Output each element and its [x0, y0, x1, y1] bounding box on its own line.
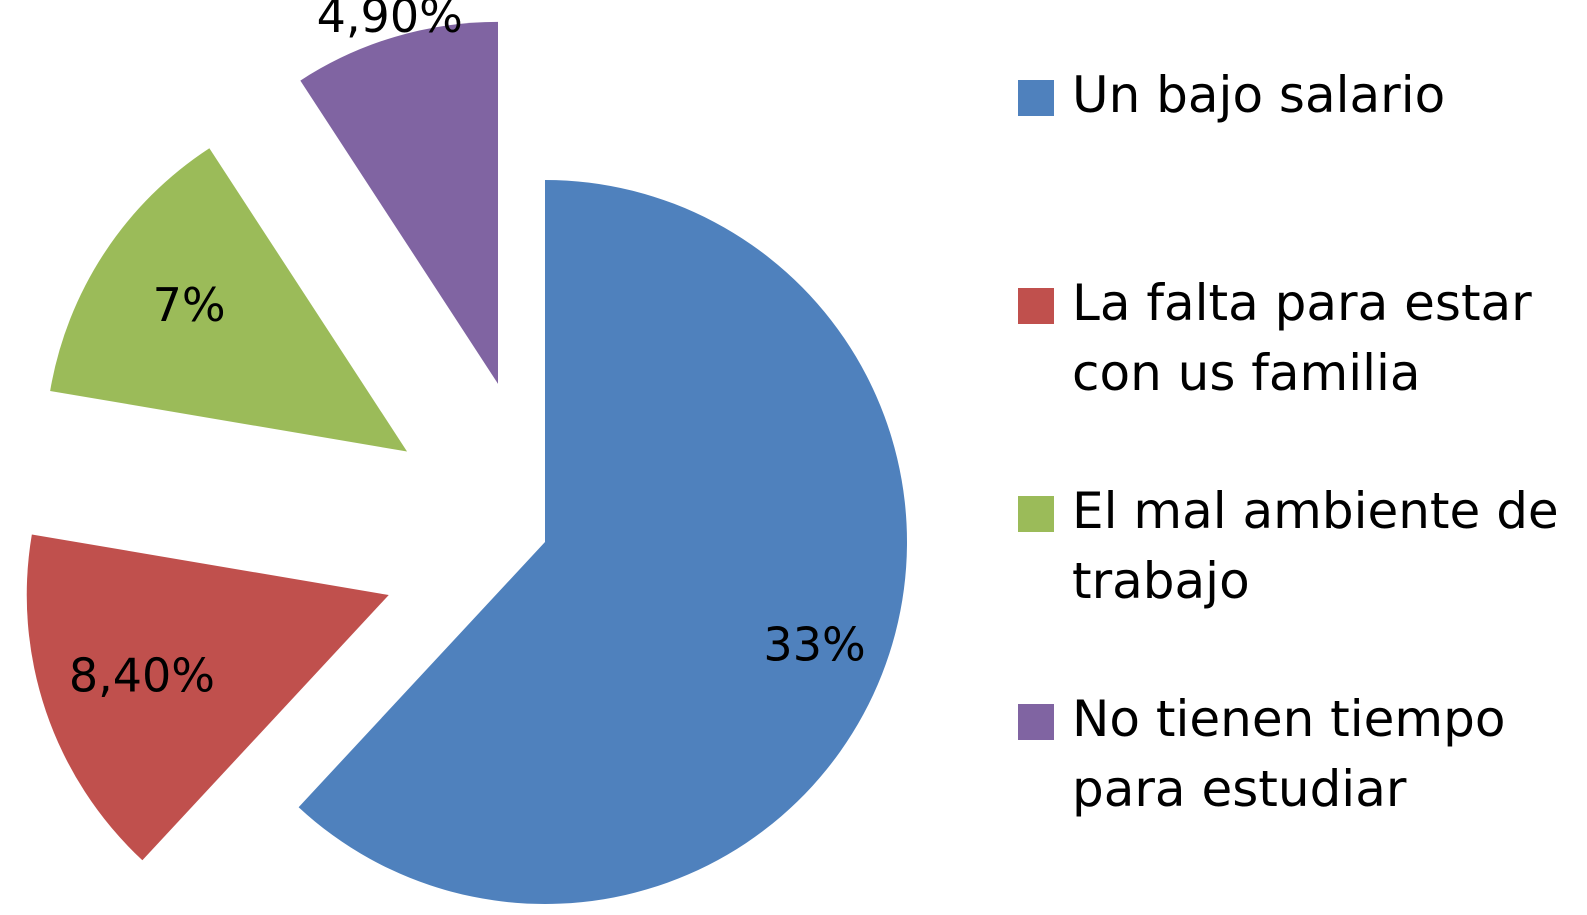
data-label: 4,90% — [317, 0, 463, 43]
legend-swatch — [1018, 288, 1054, 324]
legend-item: El mal ambiente de trabajo — [1018, 476, 1578, 616]
pie-slice — [26, 534, 389, 861]
pie: 33% 8,40% 7% 4,90% — [26, 0, 907, 904]
data-label: 33% — [763, 617, 865, 671]
legend-label: No tienen tiempo para estudiar — [1072, 690, 1506, 818]
legend-swatch — [1018, 80, 1054, 116]
legend-swatch — [1018, 704, 1054, 740]
legend-item: La falta para estar con us familia — [1018, 268, 1578, 408]
pie-slice — [300, 21, 499, 384]
legend-item: No tienen tiempo para estudiar — [1018, 684, 1578, 824]
legend-label: La falta para estar con us familia — [1072, 274, 1532, 402]
data-label: 7% — [153, 278, 226, 332]
pie-slice — [298, 180, 907, 904]
legend-label: Un bajo salario — [1072, 66, 1446, 124]
legend-label: El mal ambiente de trabajo — [1072, 482, 1559, 610]
pie-slice — [50, 148, 408, 452]
legend-swatch — [1018, 496, 1054, 532]
legend-item: Un bajo salario — [1018, 60, 1578, 130]
data-label: 8,40% — [69, 648, 215, 702]
